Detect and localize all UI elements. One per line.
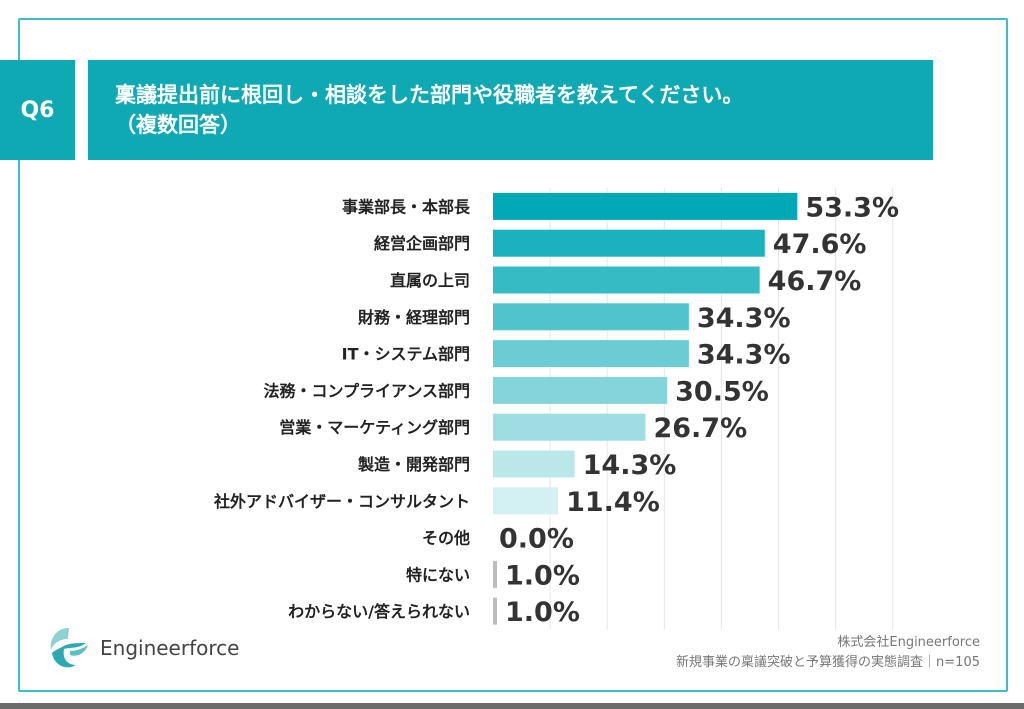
value-label: 46.7% bbox=[768, 266, 862, 297]
logo: Engineerforce bbox=[46, 625, 239, 671]
bottom-bar bbox=[0, 703, 1024, 709]
value-label: 34.3% bbox=[697, 303, 791, 334]
bar bbox=[493, 560, 497, 588]
category-label: IT・システム部門 bbox=[342, 345, 470, 364]
value-label: 34.3% bbox=[697, 340, 791, 371]
question-subtitle: （複数回答） bbox=[115, 113, 241, 137]
category-label: わからない/答えられない bbox=[288, 602, 470, 621]
logo-text: Engineerforce bbox=[100, 636, 240, 660]
category-label: 法務・コンプライアンス部門 bbox=[263, 381, 470, 400]
value-label: 1.0% bbox=[505, 597, 580, 628]
bar bbox=[493, 303, 689, 331]
value-label: 53.3% bbox=[805, 192, 899, 223]
value-label: 14.3% bbox=[583, 450, 677, 481]
bar bbox=[493, 450, 575, 478]
category-label: 事業部長・本部長 bbox=[342, 197, 471, 216]
bar bbox=[493, 192, 798, 220]
category-label: 社外アドバイザー・コンサルタント bbox=[213, 492, 470, 511]
category-label: 製造・開発部門 bbox=[357, 455, 470, 474]
logo-icon bbox=[50, 628, 88, 668]
category-label: その他 bbox=[422, 529, 470, 548]
category-label: 営業・マーケティング部門 bbox=[279, 418, 470, 437]
bar bbox=[493, 266, 760, 294]
bar bbox=[493, 376, 668, 404]
value-label: 0.0% bbox=[499, 524, 574, 555]
category-label: 経営企画部門 bbox=[374, 234, 470, 253]
value-label: 30.5% bbox=[675, 376, 769, 407]
category-label: 特にない bbox=[406, 565, 470, 584]
value-label: 11.4% bbox=[566, 487, 660, 518]
survey-name: 新規事業の稟議突破と予算獲得の実態調査｜n=105 bbox=[676, 655, 980, 670]
category-label: 直属の上司 bbox=[390, 271, 470, 290]
bar bbox=[493, 340, 689, 368]
category-label: 財務・経理部門 bbox=[358, 308, 470, 327]
company-name: 株式会社Engineerforce bbox=[837, 635, 980, 650]
question-title-box: 稟議提出前に根回し・相談をした部門や役職者を教えてください。 （複数回答） bbox=[88, 60, 933, 160]
bar bbox=[493, 229, 765, 257]
bar bbox=[493, 487, 559, 515]
question-number: Q6 bbox=[0, 60, 75, 160]
value-label: 47.6% bbox=[773, 229, 867, 260]
bar bbox=[493, 597, 497, 625]
value-label: 1.0% bbox=[505, 560, 580, 591]
question-title: 稟議提出前に根回し・相談をした部門や役職者を教えてください。 bbox=[115, 83, 744, 107]
bar bbox=[493, 413, 646, 441]
value-label: 26.7% bbox=[653, 413, 747, 444]
credit: 株式会社Engineerforce 新規事業の稟議突破と予算獲得の実態調査｜n=… bbox=[676, 633, 980, 673]
